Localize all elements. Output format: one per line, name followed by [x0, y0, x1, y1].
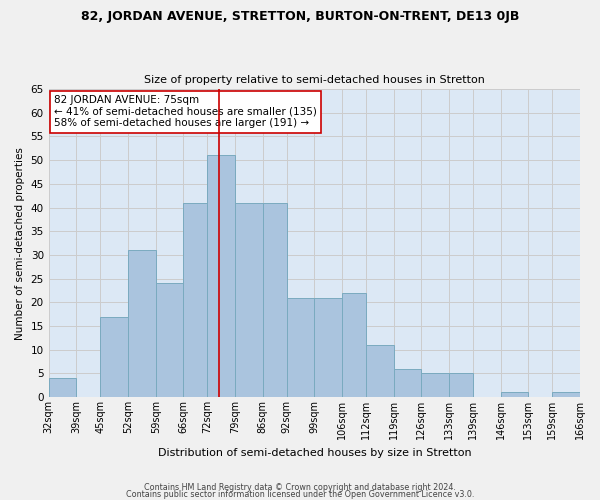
- Title: Size of property relative to semi-detached houses in Stretton: Size of property relative to semi-detach…: [144, 76, 485, 86]
- Bar: [394, 368, 421, 397]
- Text: 82 JORDAN AVENUE: 75sqm
← 41% of semi-detached houses are smaller (135)
58% of s: 82 JORDAN AVENUE: 75sqm ← 41% of semi-de…: [54, 95, 317, 128]
- Bar: [449, 374, 473, 397]
- Bar: [314, 298, 342, 397]
- Text: Contains public sector information licensed under the Open Government Licence v3: Contains public sector information licen…: [126, 490, 474, 499]
- Bar: [128, 250, 156, 397]
- Bar: [500, 392, 529, 397]
- Bar: [184, 203, 207, 397]
- Bar: [207, 156, 235, 397]
- Bar: [366, 345, 394, 397]
- Bar: [100, 316, 128, 397]
- Bar: [156, 284, 184, 397]
- Y-axis label: Number of semi-detached properties: Number of semi-detached properties: [15, 146, 25, 340]
- Bar: [49, 378, 76, 397]
- Bar: [235, 203, 263, 397]
- Text: Contains HM Land Registry data © Crown copyright and database right 2024.: Contains HM Land Registry data © Crown c…: [144, 484, 456, 492]
- Bar: [263, 203, 287, 397]
- Bar: [421, 374, 449, 397]
- Bar: [287, 298, 314, 397]
- Bar: [342, 293, 366, 397]
- Bar: [552, 392, 580, 397]
- X-axis label: Distribution of semi-detached houses by size in Stretton: Distribution of semi-detached houses by …: [158, 448, 471, 458]
- Text: 82, JORDAN AVENUE, STRETTON, BURTON-ON-TRENT, DE13 0JB: 82, JORDAN AVENUE, STRETTON, BURTON-ON-T…: [81, 10, 519, 23]
